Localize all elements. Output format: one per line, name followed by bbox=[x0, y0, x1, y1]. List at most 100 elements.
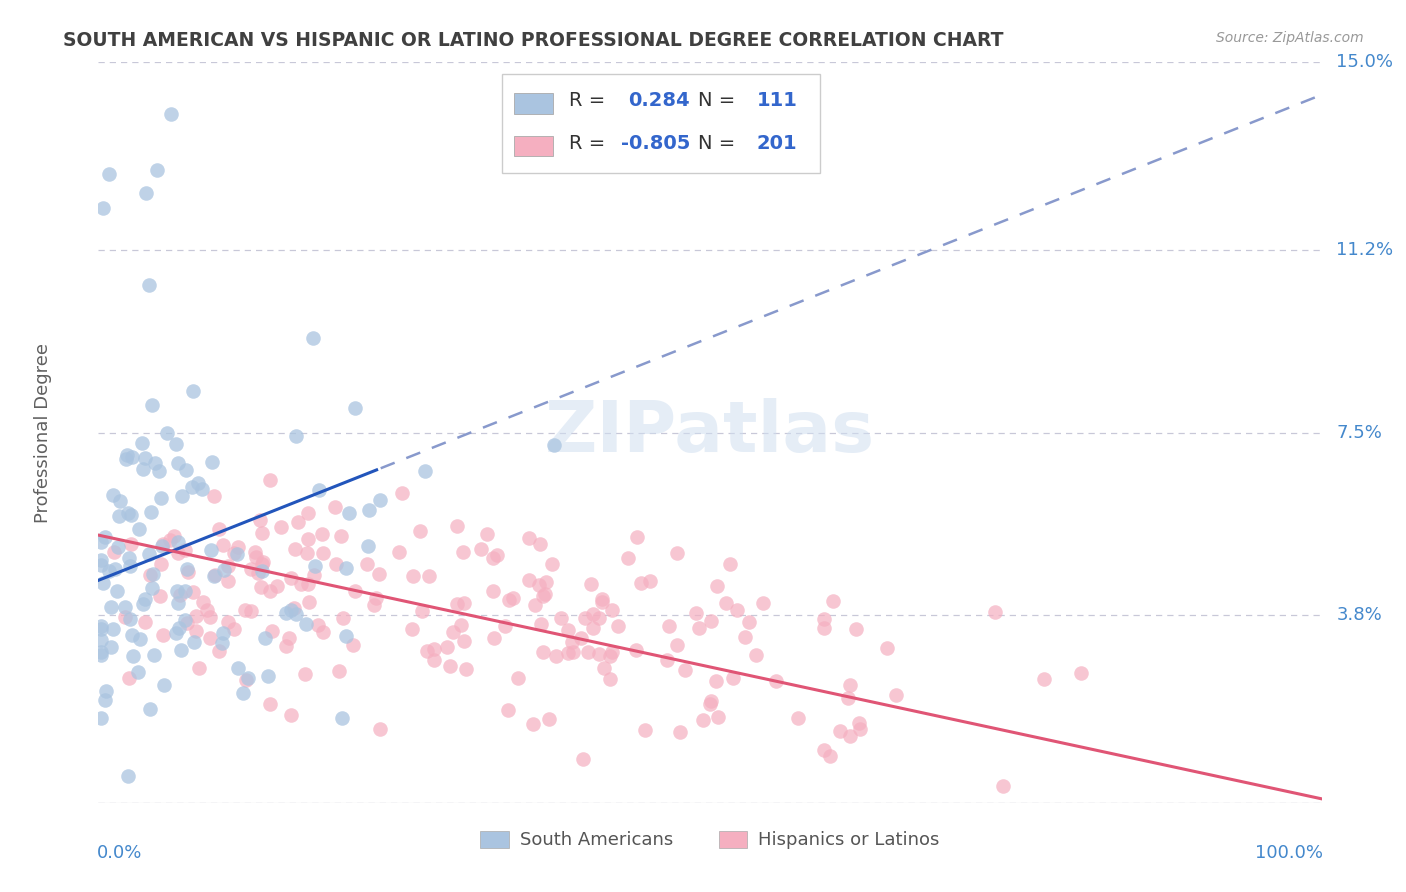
Point bbox=[823, 594, 845, 608]
Point bbox=[325, 557, 347, 571]
Point bbox=[217, 559, 239, 574]
Point bbox=[226, 661, 249, 675]
Point bbox=[239, 562, 262, 576]
Point bbox=[97, 564, 120, 578]
Point bbox=[141, 398, 163, 412]
Point bbox=[152, 678, 174, 692]
Point bbox=[579, 577, 602, 591]
Point bbox=[163, 529, 186, 543]
Point bbox=[707, 710, 730, 724]
Point bbox=[232, 686, 254, 700]
Point bbox=[482, 551, 505, 566]
Point bbox=[236, 671, 259, 685]
Point bbox=[839, 678, 862, 692]
Point bbox=[172, 489, 194, 503]
Point bbox=[149, 589, 172, 603]
Point bbox=[607, 619, 630, 633]
Point bbox=[117, 769, 139, 783]
Text: 11.2%: 11.2% bbox=[1336, 241, 1393, 259]
Point bbox=[150, 539, 173, 553]
Point bbox=[115, 448, 138, 462]
Point bbox=[617, 551, 640, 566]
Point bbox=[121, 537, 143, 551]
Point bbox=[517, 531, 540, 545]
Point bbox=[191, 595, 214, 609]
Point bbox=[284, 542, 307, 557]
Point bbox=[142, 566, 165, 581]
Point bbox=[143, 648, 166, 663]
Point bbox=[90, 632, 112, 647]
Point bbox=[217, 574, 239, 588]
Point bbox=[502, 591, 524, 605]
Point bbox=[174, 583, 197, 598]
Point bbox=[278, 631, 301, 645]
Point bbox=[422, 653, 444, 667]
Point bbox=[285, 429, 308, 443]
Point bbox=[332, 611, 354, 625]
Point bbox=[699, 694, 721, 708]
Point bbox=[337, 506, 360, 520]
Point bbox=[582, 621, 605, 635]
Point bbox=[531, 645, 554, 659]
Point bbox=[174, 613, 197, 627]
Point bbox=[100, 600, 122, 615]
Point bbox=[211, 636, 233, 650]
Point bbox=[127, 665, 149, 680]
Point bbox=[813, 621, 835, 635]
Point bbox=[984, 605, 1007, 619]
Point bbox=[311, 526, 333, 541]
Point bbox=[498, 593, 520, 607]
Point bbox=[115, 452, 138, 467]
Point bbox=[534, 575, 557, 590]
Point bbox=[284, 607, 307, 621]
Point bbox=[409, 524, 432, 538]
Point bbox=[364, 591, 387, 605]
Point bbox=[655, 653, 678, 667]
Point bbox=[90, 645, 112, 659]
Point bbox=[848, 716, 870, 731]
Point bbox=[470, 542, 492, 557]
Point bbox=[245, 549, 267, 564]
Point bbox=[169, 588, 191, 602]
Point bbox=[658, 619, 681, 633]
Text: 0.284: 0.284 bbox=[628, 91, 690, 110]
FancyBboxPatch shape bbox=[502, 73, 820, 173]
Point bbox=[330, 711, 353, 725]
Point bbox=[496, 703, 519, 717]
Point bbox=[402, 568, 425, 582]
Point bbox=[283, 600, 305, 615]
Point bbox=[139, 702, 162, 716]
Point bbox=[416, 643, 439, 657]
Point bbox=[423, 641, 446, 656]
Point bbox=[249, 513, 271, 527]
Text: 3.8%: 3.8% bbox=[1336, 607, 1382, 624]
Point bbox=[259, 473, 281, 487]
Point bbox=[225, 547, 247, 561]
Point bbox=[666, 638, 689, 652]
Point bbox=[98, 167, 121, 181]
Point bbox=[90, 622, 112, 636]
Point bbox=[576, 645, 599, 659]
Point bbox=[167, 621, 190, 635]
Point bbox=[295, 546, 318, 560]
Point bbox=[165, 625, 187, 640]
Point bbox=[752, 596, 775, 610]
Point bbox=[308, 483, 330, 498]
Point bbox=[630, 575, 652, 590]
Point bbox=[1070, 666, 1092, 681]
Point bbox=[135, 186, 157, 200]
FancyBboxPatch shape bbox=[515, 93, 554, 113]
Point bbox=[439, 659, 461, 673]
Point bbox=[304, 558, 326, 573]
Point bbox=[813, 611, 835, 625]
Point bbox=[591, 595, 613, 609]
Point bbox=[222, 546, 245, 560]
Point bbox=[250, 525, 273, 540]
Point bbox=[368, 492, 391, 507]
Point bbox=[391, 486, 413, 500]
Point bbox=[183, 384, 205, 398]
Point bbox=[453, 633, 475, 648]
Point bbox=[387, 545, 409, 559]
Point bbox=[207, 522, 229, 536]
Point bbox=[287, 515, 309, 529]
